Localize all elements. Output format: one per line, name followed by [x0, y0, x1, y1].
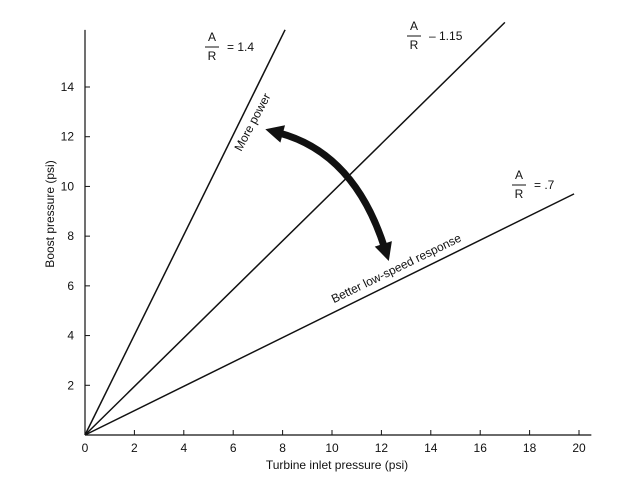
ratio-numerator: A	[208, 30, 216, 44]
x-axis-ticks: 0 2 4 6 8 10 12 14 16 18 20	[82, 430, 586, 455]
x-tick-label: 10	[325, 441, 339, 455]
x-tick-label: 6	[230, 441, 237, 455]
ratio-value: – 1.15	[429, 29, 463, 43]
x-tick-label: 12	[375, 441, 389, 455]
tradeoff-arrow	[277, 129, 388, 249]
y-tick-label: 6	[67, 279, 74, 293]
x-tick-label: 18	[523, 441, 537, 455]
arrowhead-end	[374, 241, 392, 261]
ratio-value: = .7	[534, 178, 555, 192]
x-tick-label: 2	[131, 441, 138, 455]
x-tick-label: 14	[424, 441, 438, 455]
ratio-numerator: A	[515, 168, 523, 182]
y-tick-label: 12	[61, 130, 75, 144]
y-tick-label: 10	[61, 179, 75, 193]
ratio-value: = 1.4	[227, 40, 254, 54]
arrowhead-start	[265, 125, 286, 143]
y-tick-label: 2	[67, 378, 74, 392]
x-tick-label: 0	[82, 441, 89, 455]
ratio-numerator: A	[410, 19, 418, 33]
series-line-ar-0-7	[84, 193, 575, 436]
x-tick-label: 20	[572, 441, 586, 455]
x-tick-label: 16	[474, 441, 488, 455]
series-line-ar-1-15	[84, 21, 506, 436]
y-axis-ticks: 2 4 6 8 10 12 14	[61, 80, 90, 392]
series-line-ar-1-4	[84, 29, 286, 436]
annotation-more-power: More power	[231, 91, 273, 154]
y-tick-label: 4	[67, 329, 74, 343]
series-label-ar-0-7: A R = .7	[512, 168, 555, 201]
series-lines	[84, 21, 575, 436]
x-tick-label: 8	[279, 441, 286, 455]
ratio-denominator: R	[515, 187, 524, 201]
annotation-better-response: Better low-speed response	[329, 231, 464, 306]
ratio-denominator: R	[410, 38, 419, 52]
x-tick-label: 4	[180, 441, 187, 455]
x-axis-title: Turbine inlet pressure (psi)	[266, 458, 408, 472]
y-tick-label: 14	[61, 80, 75, 94]
series-label-ar-1-15: A R – 1.15	[407, 19, 463, 52]
ratio-denominator: R	[208, 49, 217, 63]
y-tick-label: 8	[67, 229, 74, 243]
y-axis-title: Boost pressure (psi)	[43, 160, 57, 267]
series-label-ar-1-4: A R = 1.4	[205, 30, 254, 63]
